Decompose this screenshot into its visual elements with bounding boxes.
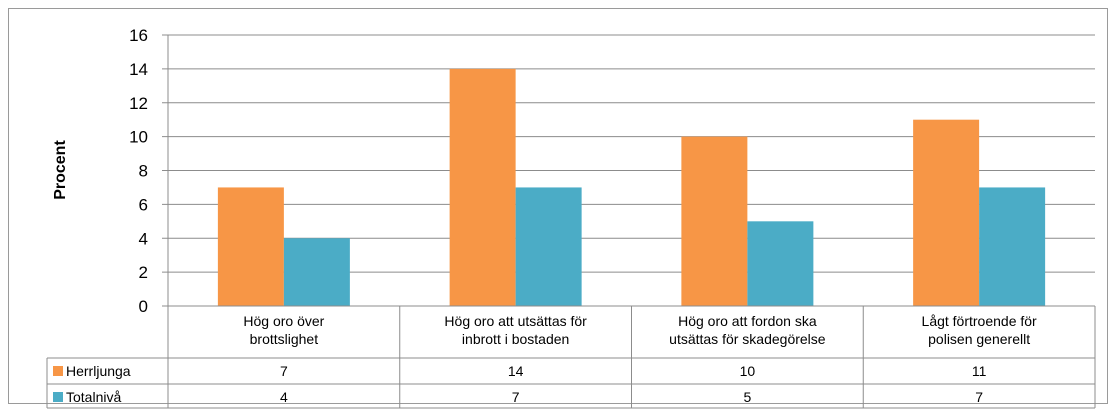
category-label-0: Hög oro över [243,313,324,329]
y-tick-label: 4 [139,229,148,248]
y-tick-label: 6 [139,195,148,214]
bar-herrljunga-0 [217,187,284,306]
data-label-herrljunga-3: 11 [972,363,987,379]
category-label-1: inbrott i bostaden [462,331,569,347]
chart-frame [8,8,1108,404]
y-axis: 0 2 4 6 8 10 12 14 16 [129,26,169,316]
category-label-3: polisen generellt [928,331,1030,347]
data-label-herrljunga-1: 14 [508,363,524,379]
y-tick-label: 10 [129,128,148,147]
bar-herrljunga-2 [681,136,748,306]
series-name-herrljunga: Herrljunga [66,363,131,379]
data-table: Hög oro över brottslighet Hög oro att utsä… [46,305,1096,409]
bar-totalnivå-1 [515,187,582,306]
y-tick-label: 2 [139,263,148,282]
bar-totalnivå-3 [979,187,1046,306]
category-label-2: utsättas för skadegörelse [669,331,826,347]
y-tick-label: 8 [139,162,148,181]
y-tick-label: 12 [129,94,148,113]
series-name-totalnivå: Totalnivå [66,389,121,405]
category-label-3: Lågt förtroende för [922,313,1038,329]
data-label-totalnivå-1: 7 [512,389,520,405]
y-tick-label: 16 [129,26,148,45]
category-label-0: brottslighet [250,331,319,347]
data-label-herrljunga-2: 10 [740,363,756,379]
category-label-1: Hög oro att utsättas för [444,313,587,329]
bars [217,68,1046,306]
bar-totalnivå-0 [283,238,350,306]
category-label-2: Hög oro att fordon ska [678,313,817,329]
legend-key-herrljunga [53,366,63,376]
legend-key-totalnivå [53,392,63,402]
y-tick-label: 14 [129,60,148,79]
y-axis-title: Procent [52,140,69,200]
y-tick-label: 0 [139,297,148,316]
data-label-totalnivå-3: 7 [975,389,983,405]
bar-herrljunga-1 [449,68,516,306]
bar-totalnivå-2 [747,221,814,306]
bar-herrljunga-3 [913,119,980,306]
data-label-totalnivå-2: 5 [743,389,751,405]
data-label-herrljunga-0: 7 [280,363,288,379]
data-label-totalnivå-0: 4 [280,389,288,405]
